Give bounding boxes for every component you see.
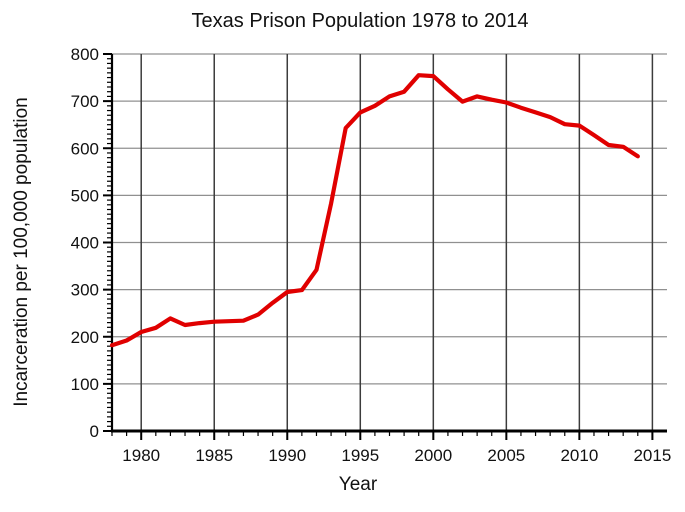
y-tick-label: 800 — [71, 45, 99, 64]
y-tick-label: 400 — [71, 234, 99, 253]
y-tick-label: 0 — [90, 422, 99, 441]
chart-title: Texas Prison Population 1978 to 2014 — [192, 10, 529, 32]
data-line — [109, 73, 640, 348]
x-tick-label: 2000 — [414, 446, 452, 465]
y-axis-label: Incarceration per 100,000 population — [11, 97, 32, 407]
x-tick-label: 1985 — [195, 446, 233, 465]
y-tick-label: 700 — [71, 92, 99, 111]
x-tick-label: 1980 — [122, 446, 160, 465]
y-tick-label: 600 — [71, 139, 99, 158]
y-tick-label: 100 — [71, 375, 99, 394]
x-axis-label: Year — [339, 474, 378, 495]
x-tick-label: 2005 — [487, 446, 525, 465]
x-tick-label: 1995 — [341, 446, 379, 465]
x-tick-label: 2015 — [633, 446, 671, 465]
x-tick-label: 2010 — [560, 446, 598, 465]
y-tick-label: 300 — [71, 281, 99, 300]
y-tick-label: 500 — [71, 186, 99, 205]
y-tick-label: 200 — [71, 328, 99, 347]
x-tick-label: 1990 — [268, 446, 306, 465]
